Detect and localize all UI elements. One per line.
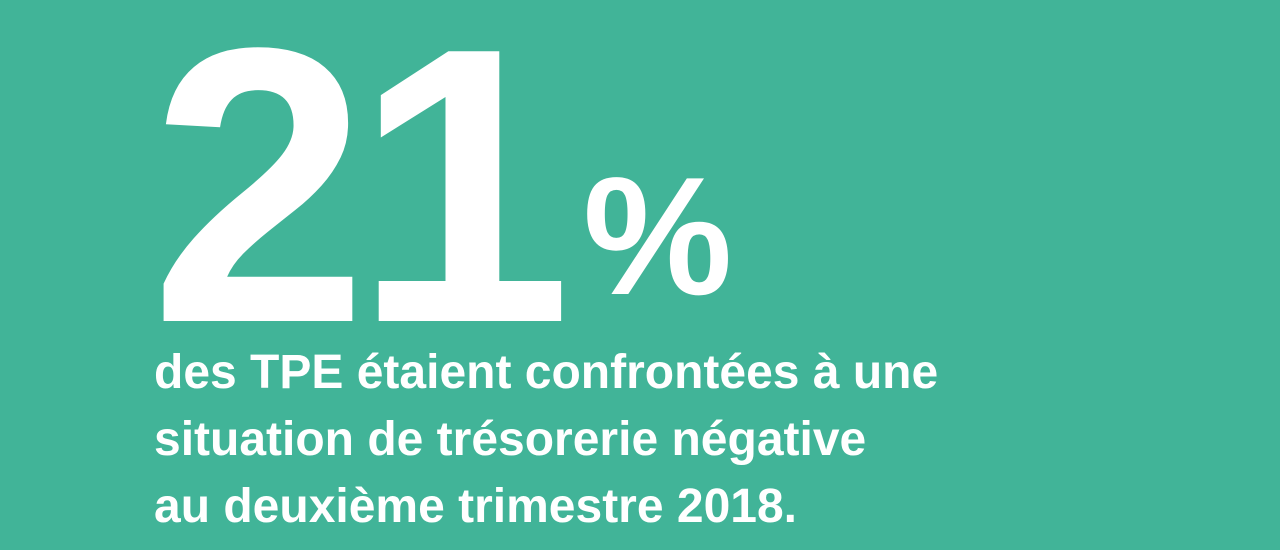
- stat-caption: des TPE étaient confrontées à une situat…: [154, 339, 1234, 540]
- caption-line-1: des TPE étaient confrontées à une: [154, 346, 939, 399]
- stat-unit: %: [583, 142, 733, 330]
- caption-line-2: situation de trésorerie négative: [154, 413, 867, 466]
- stat-value: 21: [150, 0, 572, 405]
- caption-line-3: au deuxième trimestre 2018.: [154, 480, 798, 533]
